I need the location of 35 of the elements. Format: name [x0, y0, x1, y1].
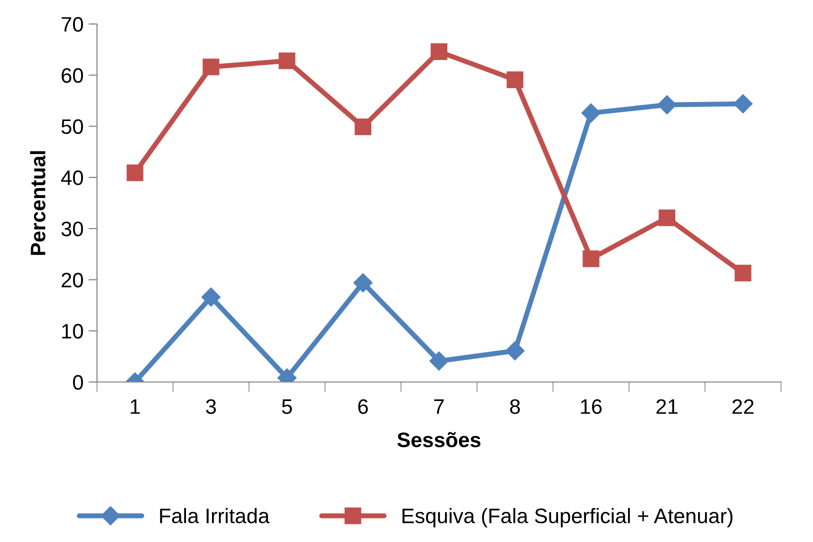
point	[582, 250, 600, 268]
y-tick-label: 20	[62, 272, 83, 288]
point	[505, 341, 525, 360]
y-tick-label: 60	[62, 68, 83, 83]
point	[581, 103, 601, 123]
x-tick-label: 6	[358, 399, 368, 414]
point	[506, 71, 524, 88]
point	[353, 273, 373, 292]
legend-label: Fala Irritada	[160, 508, 270, 524]
y-tick-label: 30	[61, 222, 83, 236]
point	[429, 352, 449, 371]
x-tick-label: 1	[130, 399, 140, 414]
point	[202, 58, 220, 76]
x-tick-label: 7	[434, 399, 444, 414]
y-tick-label: 0	[73, 375, 83, 390]
y-tick-label: 40	[61, 170, 83, 186]
point	[658, 210, 676, 226]
point	[430, 43, 448, 60]
legend-label: Esquiva (Fala Superficial + Atenuar)	[402, 508, 732, 528]
point	[354, 118, 372, 136]
x-tick-label: 16	[581, 399, 602, 414]
x-tick-label: 22	[732, 399, 754, 414]
x-tick-label: 3	[206, 399, 216, 414]
y-tick-label: 10	[62, 324, 83, 339]
point	[734, 264, 752, 282]
point	[278, 52, 296, 70]
point	[201, 288, 221, 307]
x-axis-title: Sessões	[397, 432, 480, 448]
x-tick-label: 8	[510, 399, 520, 414]
point	[126, 164, 144, 182]
x-tick-label: 21	[656, 399, 678, 414]
y-tick-label: 70	[62, 17, 83, 32]
x-tick-label: 5	[282, 399, 292, 414]
y-axis-title: Percentual	[30, 151, 46, 255]
y-tick-label: 50	[61, 119, 83, 134]
